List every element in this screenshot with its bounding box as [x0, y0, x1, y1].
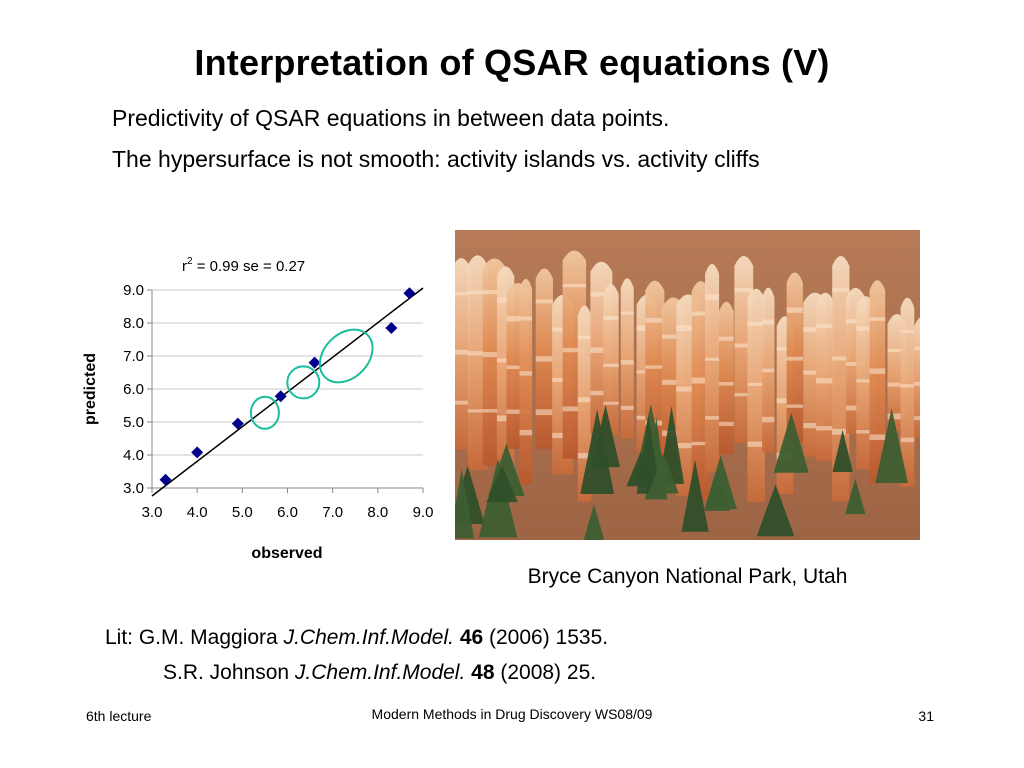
photo-caption: Bryce Canyon National Park, Utah — [527, 565, 848, 588]
data-point-0 — [159, 473, 172, 486]
data-point-5 — [385, 321, 398, 334]
x-tick-label: 7.0 — [322, 504, 343, 521]
hoodoo-rocks — [455, 230, 920, 540]
slide-title: Interpretation of QSAR equations (V) — [194, 42, 830, 83]
lit2-volume: 48 — [471, 661, 495, 684]
data-point-2 — [231, 417, 244, 430]
y-tick-label: 9.0 — [123, 282, 144, 299]
highlight-circle-1 — [286, 365, 321, 400]
pine-trees — [455, 403, 909, 540]
y-tick-label: 5.0 — [123, 414, 144, 431]
data-point-6 — [403, 287, 416, 300]
x-tick-label: 3.0 — [142, 504, 163, 521]
literature-line-1: Lit: G.M. Maggiora J.Chem.Inf.Model. 46 … — [105, 626, 608, 650]
x-tick-label: 4.0 — [187, 504, 208, 521]
lit1-rest: (2006) 1535. — [483, 626, 609, 649]
x-tick-label: 9.0 — [413, 504, 434, 521]
literature-line-2: S.R. Johnson J.Chem.Inf.Model. 48 (2008)… — [163, 661, 596, 685]
lit1-volume: 46 — [459, 626, 484, 649]
lit2-journal: J.Chem.Inf.Model. — [294, 661, 466, 684]
subtitle-line-1: Predictivity of QSAR equations in betwee… — [112, 105, 670, 131]
regression-line — [151, 287, 424, 497]
chart-stats-r: r — [182, 258, 187, 275]
y-tick-label: 3.0 — [123, 480, 144, 497]
x-axis-title: observed — [251, 545, 322, 562]
chart-stats-rest: = 0.99 se = 0.27 — [193, 258, 306, 275]
highlight-circles — [249, 328, 374, 430]
highlight-circle-2 — [318, 328, 374, 384]
highlight-circle-0 — [249, 395, 280, 430]
chart-stats-label: r2 = 0.99 se = 0.27 — [182, 256, 305, 275]
subtitle-line-2: The hypersurface is not smooth: activity… — [112, 146, 760, 172]
x-tick-label: 6.0 — [277, 504, 298, 521]
y-tick-label: 8.0 — [123, 315, 144, 332]
lit1-prefix: Lit: G.M. Maggiora — [105, 626, 284, 649]
lit2-prefix: S.R. Johnson — [163, 661, 295, 684]
data-point-3 — [274, 390, 287, 403]
chart-stats-sup: 2 — [187, 256, 193, 267]
lit2-rest: (2008) 25. — [494, 661, 597, 684]
data-points — [159, 287, 416, 486]
y-tick-label: 6.0 — [123, 381, 144, 398]
y-axis-title: predicted — [82, 353, 99, 425]
y-tick-label: 7.0 — [123, 348, 144, 365]
qsar-scatter-chart: r2 = 0.99 se = 0.27 3.0 4.0 5.0 6.0 7.0 8.0 9.… — [82, 256, 433, 562]
grid — [152, 289, 423, 456]
footer-lecture: 6th lecture — [86, 708, 152, 724]
axis-ticks: 3.0 4.0 5.0 6.0 7.0 8.0 9.0 3.0 4.0 5.0 6.0 7.0 8.0 9… — [123, 282, 433, 521]
bryce-canyon-photo — [455, 230, 920, 540]
x-tick-label: 8.0 — [367, 504, 388, 521]
lit1-journal: J.Chem.Inf.Model. — [283, 626, 454, 649]
y-tick-label: 4.0 — [123, 447, 144, 464]
data-point-1 — [191, 446, 204, 459]
footer-course-title: Modern Methods in Drug Discovery WS08/09 — [371, 706, 653, 722]
page-number: 31 — [918, 708, 934, 724]
x-tick-label: 5.0 — [232, 504, 253, 521]
data-point-4 — [308, 356, 321, 369]
